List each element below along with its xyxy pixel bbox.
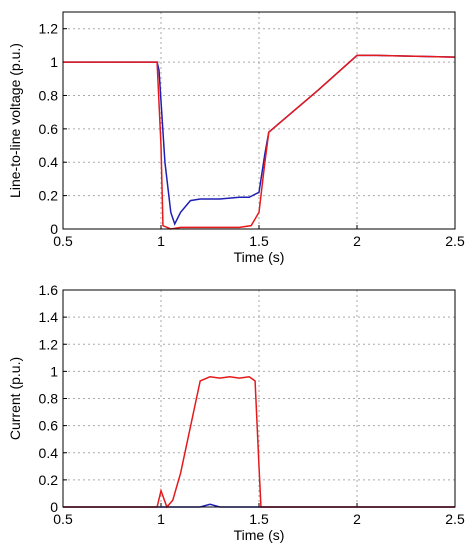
- y-axis-label: Line-to-line voltage (p.u.): [7, 43, 23, 198]
- y-axis-label: Current (p.u.): [7, 357, 23, 440]
- x-axis-label: Time (s): [234, 249, 285, 265]
- y-tick-label: 0: [50, 221, 58, 237]
- y-tick-label: 1.2: [39, 336, 59, 352]
- x-tick-label: 1.5: [249, 511, 269, 527]
- x-tick-label: 2.5: [445, 511, 465, 527]
- x-tick-label: 1: [157, 511, 165, 527]
- data-line: [63, 376, 455, 509]
- x-tick-label: 1.5: [249, 233, 269, 249]
- y-tick-label: 1.2: [39, 21, 59, 37]
- x-tick-label: 2.5: [445, 233, 465, 249]
- y-tick-label: 0.8: [39, 87, 59, 103]
- y-tick-label: 0: [50, 499, 58, 515]
- y-tick-label: 1.6: [39, 282, 59, 298]
- x-tick-label: 2: [353, 233, 361, 249]
- y-tick-label: 0.2: [39, 188, 59, 204]
- y-tick-label: 1.4: [39, 309, 59, 325]
- y-tick-label: 0.6: [39, 418, 59, 434]
- x-axis-label: Time (s): [234, 527, 285, 543]
- y-tick-label: 1: [50, 363, 58, 379]
- y-tick-label: 0.4: [39, 445, 59, 461]
- x-tick-label: 2: [353, 511, 361, 527]
- x-tick-label: 0.5: [53, 233, 73, 249]
- y-tick-label: 0.4: [39, 154, 59, 170]
- plot-frame: [62, 11, 456, 230]
- y-tick-label: 1: [50, 54, 58, 70]
- plot-frame: [62, 289, 456, 508]
- x-tick-label: 0.5: [53, 511, 73, 527]
- data-line: [63, 54, 456, 230]
- y-tick-label: 0.8: [39, 391, 59, 407]
- y-tick-label: 0.2: [39, 472, 59, 488]
- y-tick-label: 0.6: [39, 121, 59, 137]
- x-tick-label: 1: [157, 233, 165, 249]
